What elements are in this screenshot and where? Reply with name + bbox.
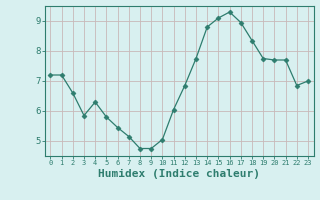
X-axis label: Humidex (Indice chaleur): Humidex (Indice chaleur): [98, 169, 260, 179]
